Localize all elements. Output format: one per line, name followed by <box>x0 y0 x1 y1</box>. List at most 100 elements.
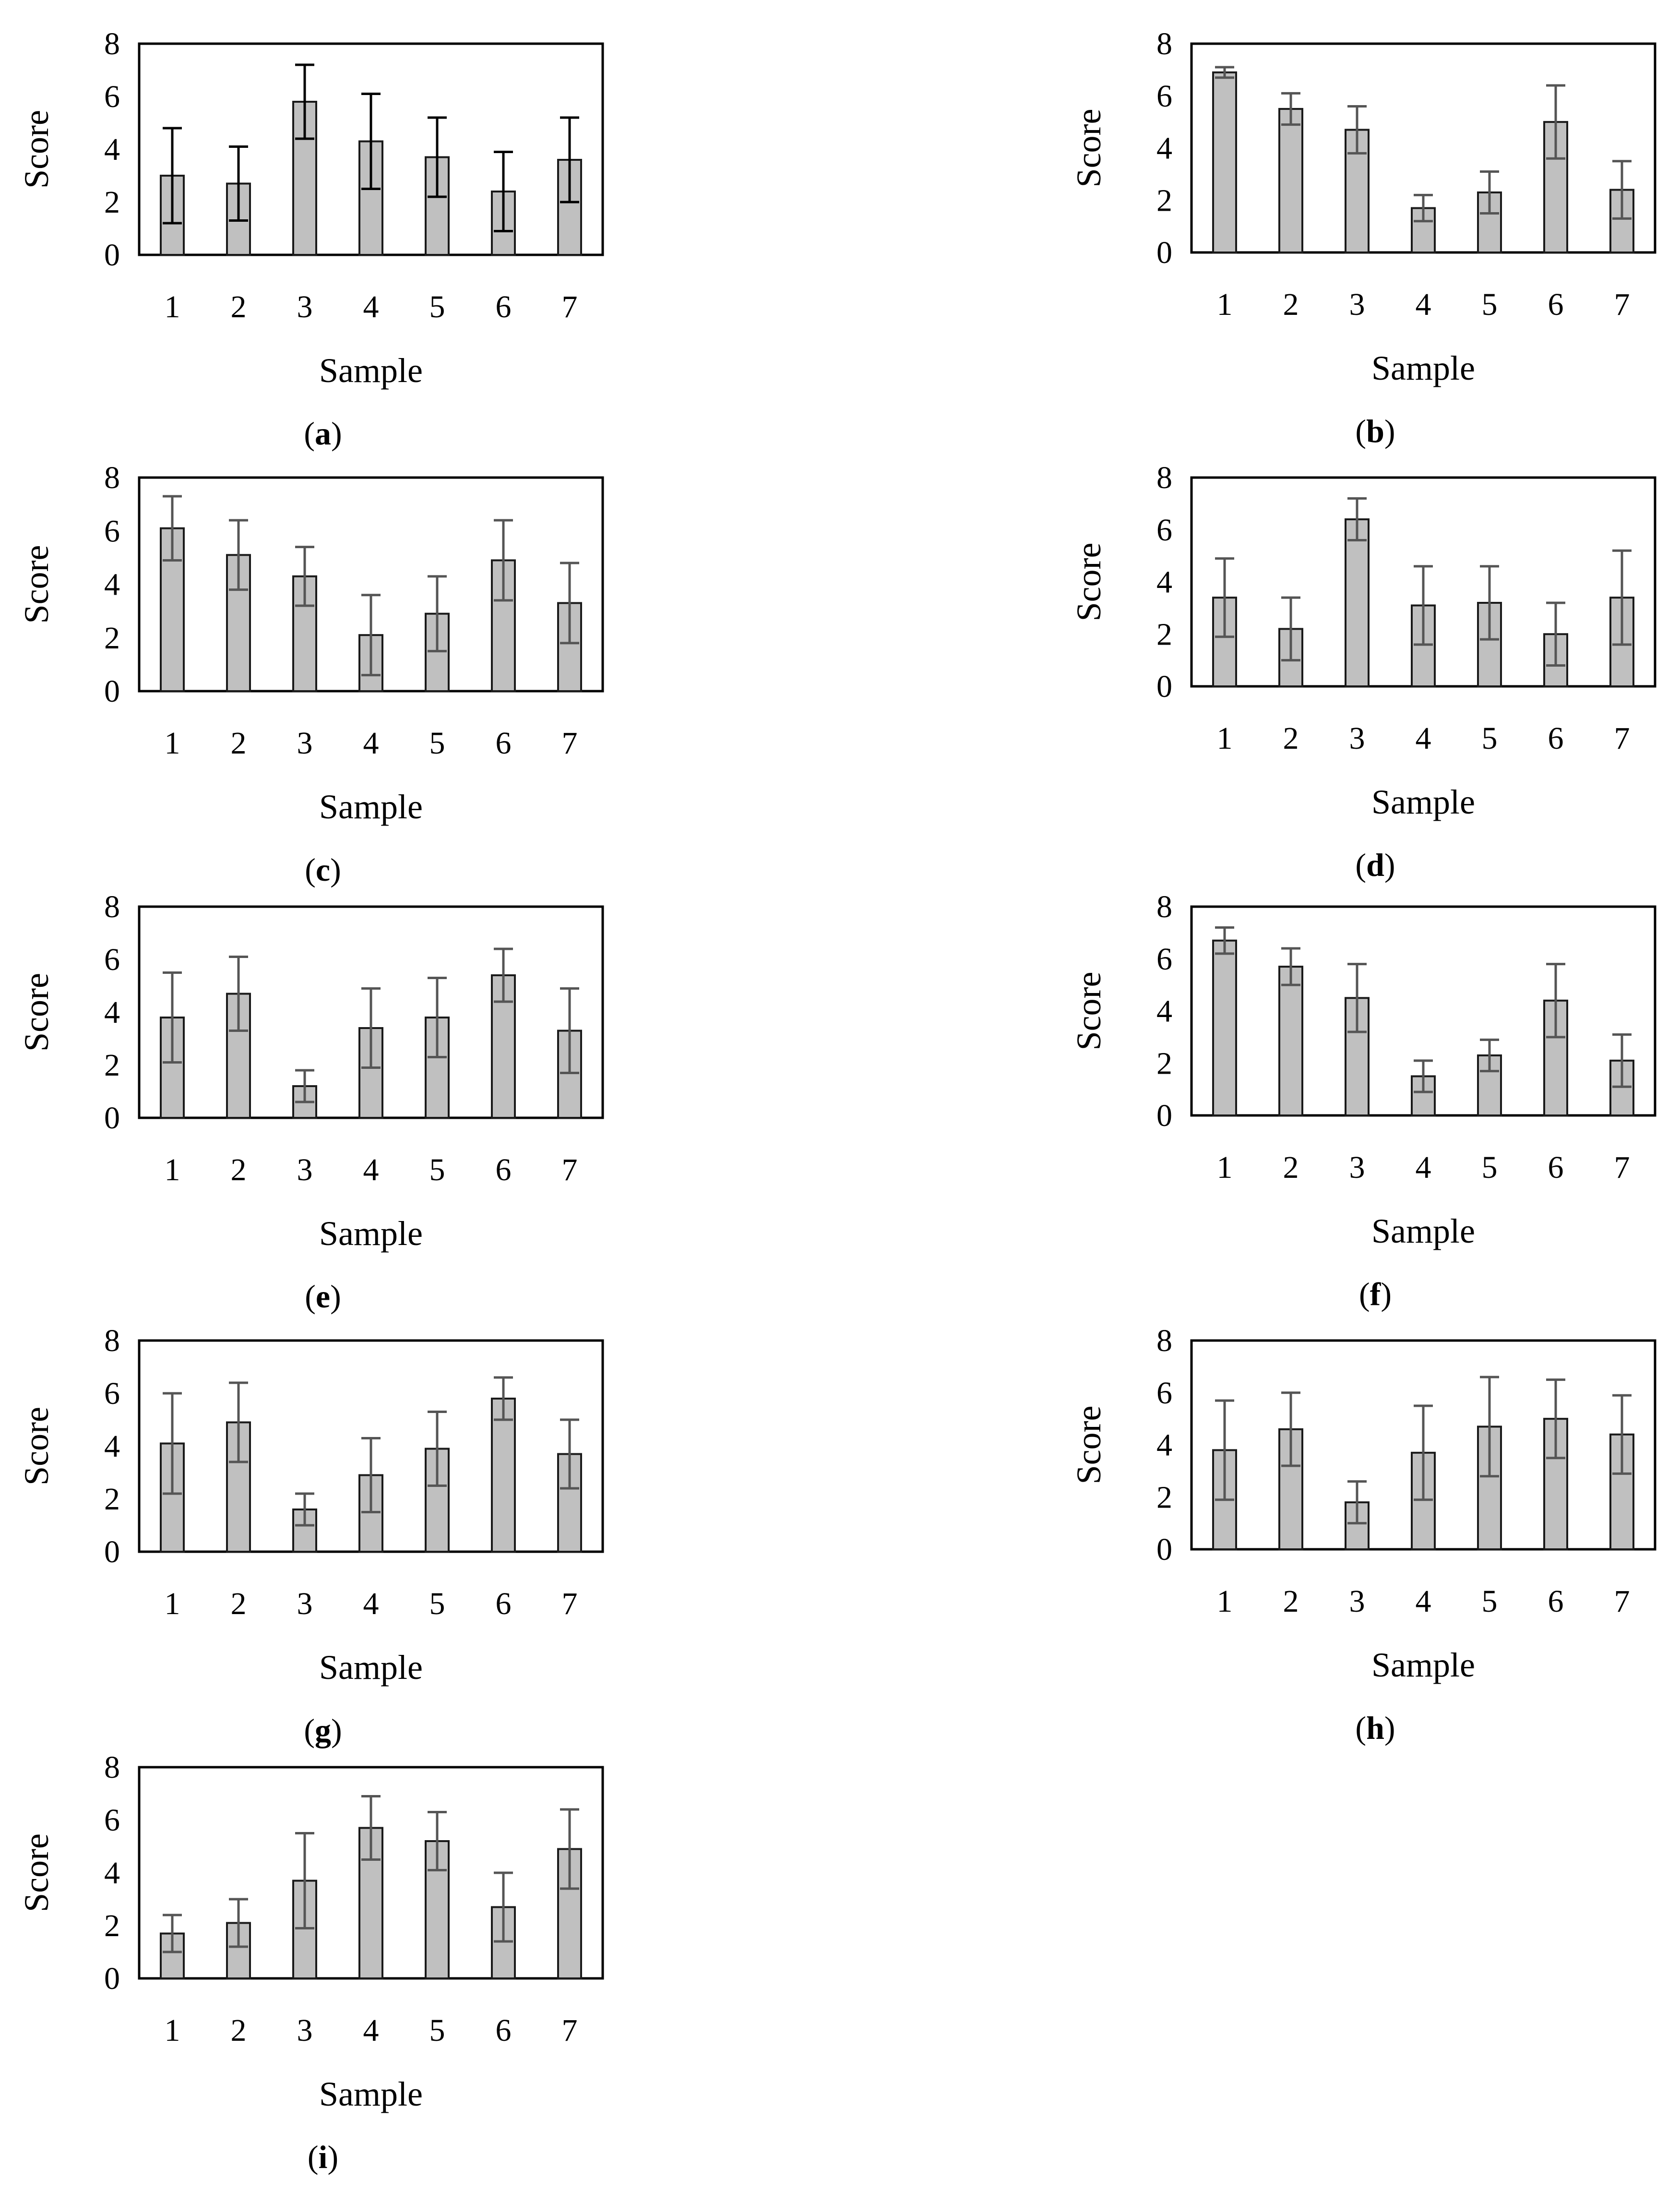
chart-h-ytick-4: 8 <box>1156 1323 1172 1358</box>
chart-h-bar-4 <box>1411 1451 1436 1550</box>
chart-d-errorbar-1 <box>1215 557 1234 638</box>
chart-g-x-axis-title: Sample <box>319 1648 423 1687</box>
chart-f-ytick-3: 6 <box>1156 942 1172 977</box>
chart-i-errorbar-1 <box>163 1914 182 1953</box>
chart-b-bar-1 <box>1212 71 1237 253</box>
chart-c-ytick-3: 6 <box>104 514 120 549</box>
chart-e-errorbar-1 <box>163 971 182 1064</box>
chart-h-ytick-2: 4 <box>1156 1428 1172 1463</box>
chart-a-xtick-3: 3 <box>297 289 313 324</box>
chart-a-xtick-7: 7 <box>562 289 578 324</box>
chart-g-panel-label: (g) <box>304 1712 342 1748</box>
chart-b-xtick-2: 2 <box>1283 287 1299 322</box>
chart-d-ytick-2: 4 <box>1156 565 1172 600</box>
chart-i-errorbar-7 <box>560 1808 579 1890</box>
chart-f-ytick-1: 2 <box>1156 1046 1172 1081</box>
chart-i-xtick-2: 2 <box>231 2013 247 2048</box>
chart-i-xtick-7: 7 <box>562 2013 578 2048</box>
chart-c: 0 2 4 6 8 1 2 3 4 5 6 7 Sample Score (c) <box>17 460 604 888</box>
chart-d-xtick-2: 2 <box>1283 721 1299 756</box>
chart-i-x-axis-title: Sample <box>319 2075 423 2113</box>
chart-i-ytick-2: 4 <box>104 1856 120 1891</box>
chart-a-ytick-4: 8 <box>104 26 120 61</box>
chart-d-xtick-4: 4 <box>1416 721 1431 756</box>
chart-g-errorbar-1 <box>163 1392 182 1495</box>
chart-h-xtick-6: 6 <box>1548 1584 1564 1619</box>
chart-g-ytick-0: 0 <box>104 1534 120 1569</box>
chart-g-y-axis-title: Score <box>17 1407 56 1485</box>
chart-h-xtick-7: 7 <box>1614 1584 1630 1619</box>
chart-e-errorbar-4 <box>361 987 381 1069</box>
chart-i-xtick-5: 5 <box>429 2013 445 2048</box>
chart-h-x-axis-title: Sample <box>1371 1646 1475 1684</box>
chart-b: 0 2 4 6 8 1 2 3 4 5 6 7 Sample Score (b) <box>1070 26 1656 449</box>
chart-e-xtick-7: 7 <box>562 1152 578 1187</box>
chart-a-errorbar-2 <box>229 145 248 222</box>
chart-i-ytick-4: 8 <box>104 1750 120 1785</box>
chart-g: 0 2 4 6 8 1 2 3 4 5 6 7 Sample Score (g) <box>17 1323 604 1748</box>
chart-f-xtick-3: 3 <box>1349 1150 1365 1185</box>
chart-h-y-axis-title: Score <box>1070 1406 1108 1485</box>
chart-g-ytick-3: 6 <box>104 1376 120 1411</box>
chart-b-errorbar-6 <box>1546 84 1565 160</box>
chart-g-ytick-4: 8 <box>104 1323 120 1358</box>
chart-f-errorbar-4 <box>1414 1059 1433 1093</box>
chart-i-ytick-0: 0 <box>104 1961 120 1996</box>
chart-f-xtick-4: 4 <box>1416 1150 1431 1185</box>
chart-g-xtick-6: 6 <box>496 1586 512 1621</box>
chart-i-errorbar-5 <box>428 1811 447 1871</box>
chart-h: 0 2 4 6 8 1 2 3 4 5 6 7 Sample Score (h) <box>1070 1323 1656 1746</box>
chart-e: 0 2 4 6 8 1 2 3 4 5 6 7 Sample Score (e) <box>17 889 604 1315</box>
chart-f-errorbar-7 <box>1612 1033 1632 1088</box>
chart-c-errorbar-6 <box>494 519 513 602</box>
chart-h-errorbar-7 <box>1612 1394 1632 1475</box>
chart-b-errorbar-1 <box>1215 66 1234 79</box>
chart-f-xtick-6: 6 <box>1548 1150 1564 1185</box>
chart-f-panel-label: (f) <box>1359 1276 1392 1312</box>
chart-e-y-axis-title: Score <box>17 973 56 1052</box>
chart-h-errorbar-6 <box>1546 1378 1565 1460</box>
chart-f-bar-4 <box>1411 1075 1436 1116</box>
chart-f: 0 2 4 6 8 1 2 3 4 5 6 7 Sample Score (f) <box>1070 889 1656 1312</box>
chart-d-errorbar-3 <box>1347 497 1367 541</box>
chart-g-xtick-7: 7 <box>562 1586 578 1621</box>
chart-a-y-axis-title: Score <box>17 110 56 189</box>
chart-f-errorbar-3 <box>1347 963 1367 1033</box>
chart-c-xtick-2: 2 <box>231 726 247 761</box>
chart-i-errorbar-2 <box>229 1898 248 1948</box>
chart-d-xtick-1: 1 <box>1217 721 1233 756</box>
chart-f-xtick-2: 2 <box>1283 1150 1299 1185</box>
chart-c-ytick-0: 0 <box>104 674 120 709</box>
chart-i-xtick-1: 1 <box>165 2013 180 2048</box>
chart-h-errorbar-4 <box>1414 1404 1433 1501</box>
chart-g-xtick-2: 2 <box>231 1586 247 1621</box>
chart-h-ytick-3: 6 <box>1156 1376 1172 1411</box>
chart-a-ytick-3: 6 <box>104 79 120 114</box>
chart-a-xtick-6: 6 <box>496 289 512 324</box>
chart-b-ytick-0: 0 <box>1156 235 1172 270</box>
chart-h-xtick-4: 4 <box>1416 1584 1431 1619</box>
chart-e-bar-1 <box>160 1017 185 1119</box>
chart-e-ytick-0: 0 <box>104 1101 120 1136</box>
chart-h-panel-label: (h) <box>1355 1710 1395 1746</box>
chart-i-bar-7 <box>557 1848 582 1979</box>
chart-b-x-axis-title: Sample <box>1371 349 1475 387</box>
chart-f-bar-2 <box>1278 966 1303 1116</box>
chart-b-xtick-6: 6 <box>1548 287 1564 322</box>
chart-a-ytick-0: 0 <box>104 238 120 273</box>
chart-a-xtick-5: 5 <box>429 289 445 324</box>
chart-h-ytick-1: 2 <box>1156 1480 1172 1515</box>
chart-c-xtick-1: 1 <box>165 726 180 761</box>
chart-e-errorbar-5 <box>428 977 447 1058</box>
chart-e-xtick-4: 4 <box>363 1152 379 1187</box>
chart-c-xtick-5: 5 <box>429 726 445 761</box>
chart-c-xtick-4: 4 <box>363 726 379 761</box>
chart-e-xtick-3: 3 <box>297 1152 313 1187</box>
chart-d-x-axis-title: Sample <box>1371 783 1475 821</box>
chart-e-ytick-3: 6 <box>104 942 120 977</box>
chart-c-ytick-1: 2 <box>104 621 120 656</box>
chart-f-ytick-0: 0 <box>1156 1098 1172 1133</box>
chart-e-ytick-1: 2 <box>104 1048 120 1083</box>
chart-b-errorbar-2 <box>1281 92 1300 126</box>
